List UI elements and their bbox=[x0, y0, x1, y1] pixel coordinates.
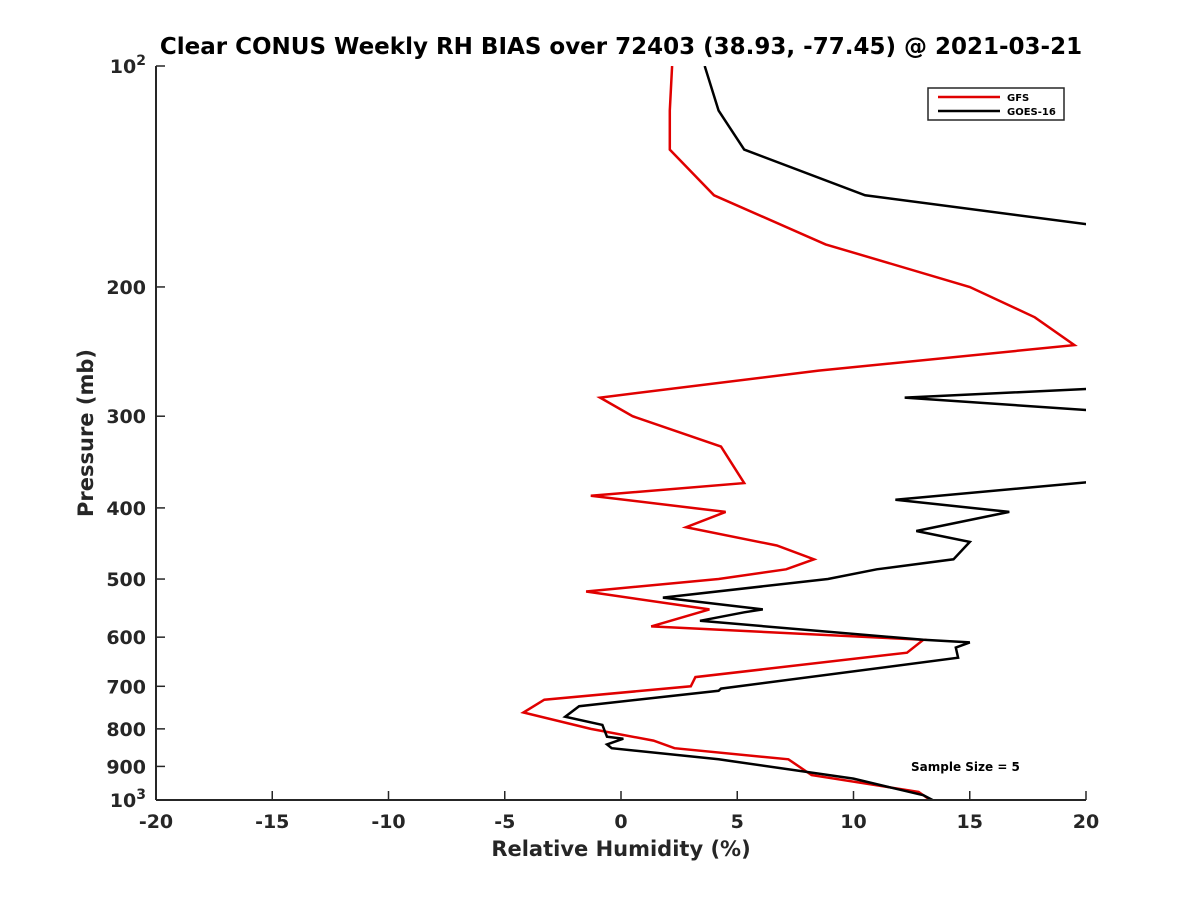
y-tick-label: 600 bbox=[106, 627, 146, 649]
x-tick-label: -5 bbox=[494, 811, 515, 833]
y-tick-label: 900 bbox=[106, 756, 146, 778]
x-tick-label: -20 bbox=[139, 811, 173, 833]
legend-label-goes-16: GOES-16 bbox=[1007, 107, 1056, 118]
x-tick-label: 5 bbox=[731, 811, 744, 833]
y-tick-label: 300 bbox=[106, 406, 146, 428]
x-axis-ticks: -20 -15 -10 -5 0 5 10 15 20 bbox=[139, 791, 1099, 833]
y-tick-label: 800 bbox=[106, 719, 146, 741]
sample-size-annotation: Sample Size = 5 bbox=[911, 760, 1020, 774]
series-line-goes-16 bbox=[562, 66, 1086, 800]
x-tick-label: 20 bbox=[1073, 811, 1099, 833]
legend-label-gfs: GFS bbox=[1007, 93, 1029, 104]
y-axis-ticks: 200 300 400 500 600 700 800 900 102 103 bbox=[106, 53, 165, 812]
axes bbox=[155, 66, 1086, 801]
y-tick-label-power: 102 bbox=[110, 53, 146, 78]
y-tick-label: 200 bbox=[106, 277, 146, 299]
y-tick-label: 700 bbox=[106, 676, 146, 698]
x-tick-label: 15 bbox=[957, 811, 983, 833]
y-tick-label-power: 103 bbox=[110, 787, 146, 812]
x-tick-label: -15 bbox=[255, 811, 289, 833]
y-tick-label: 500 bbox=[106, 569, 146, 591]
x-tick-label: -10 bbox=[371, 811, 405, 833]
series-line-gfs bbox=[520, 66, 1078, 800]
x-tick-label: 0 bbox=[614, 811, 627, 833]
x-axis-title: Relative Humidity (%) bbox=[491, 837, 750, 861]
x-tick-label: 10 bbox=[840, 811, 866, 833]
series-layer bbox=[520, 66, 1086, 800]
y-tick-label: 400 bbox=[106, 498, 146, 520]
legend: GFS GOES-16 bbox=[927, 87, 1065, 121]
chart-title: Clear CONUS Weekly RH BIAS over 72403 (3… bbox=[160, 34, 1082, 60]
legend-box bbox=[927, 87, 1065, 121]
y-axis-title: Pressure (mb) bbox=[74, 349, 98, 517]
